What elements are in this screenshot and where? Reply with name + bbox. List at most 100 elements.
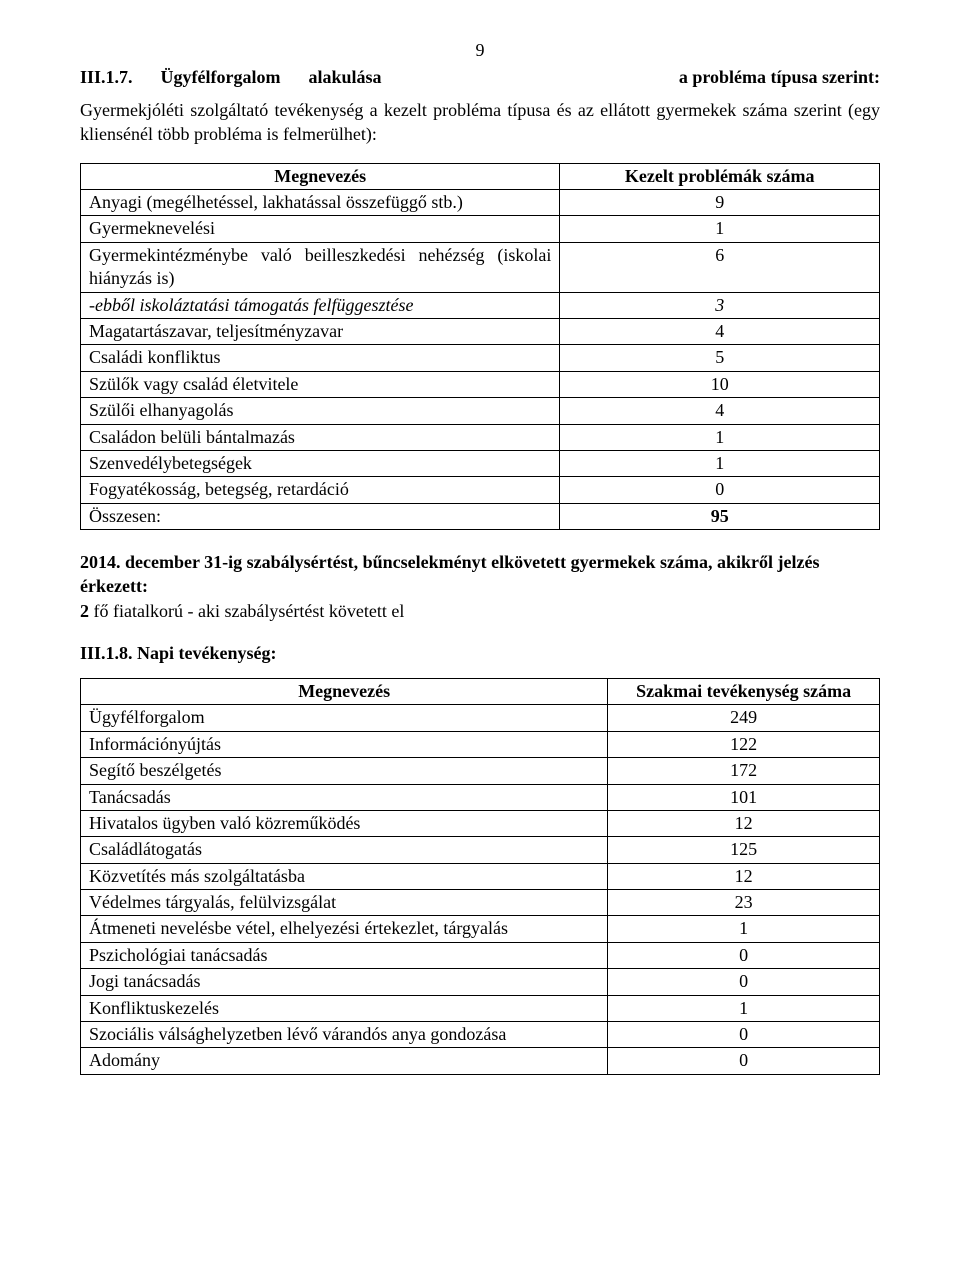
table-row: Anyagi (megélhetéssel, lakhatással össze…: [81, 189, 880, 215]
table-cell-value: 1: [560, 216, 880, 242]
table-row: Magatartászavar, teljesítményzavar4: [81, 318, 880, 344]
table-cell-label: Védelmes tárgyalás, felülvizsgálat: [81, 890, 608, 916]
table-cell-value: 0: [560, 477, 880, 503]
table-cell-value: 12: [608, 810, 880, 836]
table-row: Jogi tanácsadás0: [81, 969, 880, 995]
table-row: Tanácsadás101: [81, 784, 880, 810]
table-cell-label: Átmeneti nevelésbe vétel, elhelyezési ér…: [81, 916, 608, 942]
table-cell-label: Szülők vagy család életvitele: [81, 371, 560, 397]
table-cell-label: Jogi tanácsadás: [81, 969, 608, 995]
table-activities: Megnevezés Szakmai tevékenység száma Ügy…: [80, 678, 880, 1075]
table-cell-value: 5: [560, 345, 880, 371]
table-cell-value: 122: [608, 731, 880, 757]
table-cell-value: 1: [608, 995, 880, 1021]
table-row: Családon belüli bántalmazás1: [81, 424, 880, 450]
table-cell-label: Közvetítés más szolgáltatásba: [81, 863, 608, 889]
table-cell-value: 3: [560, 292, 880, 318]
section1-heading: III.1.7. Ügyfélforgalom alakulása a problé…: [80, 67, 880, 88]
table-cell-value: 0: [608, 969, 880, 995]
table-problems: Megnevezés Kezelt problémák száma Anyagi…: [80, 163, 880, 530]
table-row: Összesen:95: [81, 503, 880, 529]
table-cell-value: 0: [608, 1048, 880, 1074]
table-col2-header: Kezelt problémák száma: [560, 163, 880, 189]
table-cell-label: Szociális válsághelyzetben lévő várandós…: [81, 1022, 608, 1048]
page: 9 III.1.7. Ügyfélforgalom alakulása a prob…: [0, 0, 960, 1287]
table-cell-label: Információnyújtás: [81, 731, 608, 757]
section2-heading: III.1.8. Napi tevékenység:: [80, 643, 880, 664]
table-cell-value: 1: [560, 424, 880, 450]
table-cell-value: 172: [608, 758, 880, 784]
table-cell-value: 1: [608, 916, 880, 942]
table-cell-label: Adomány: [81, 1048, 608, 1074]
table-col1-header: Megnevezés: [81, 163, 560, 189]
table-cell-value: 10: [560, 371, 880, 397]
table-row: Hivatalos ügyben való közreműködés12: [81, 810, 880, 836]
table-row: Konfliktuskezelés1: [81, 995, 880, 1021]
table-cell-value: 95: [560, 503, 880, 529]
table-cell-value: 0: [608, 942, 880, 968]
table-row: Családi konfliktus5: [81, 345, 880, 371]
table-cell-value: 249: [608, 705, 880, 731]
section1-code: III.1.7.: [80, 67, 133, 87]
table-cell-label: Hivatalos ügyben való közreműködés: [81, 810, 608, 836]
table-row: -ebből iskoláztatási támogatás felfügges…: [81, 292, 880, 318]
table-cell-label: Családon belüli bántalmazás: [81, 424, 560, 450]
mid-note-rest: fő fiatalkorú - aki szabálysértést követ…: [89, 601, 404, 621]
table-row: Közvetítés más szolgáltatásba12: [81, 863, 880, 889]
table-cell-label: Magatartászavar, teljesítményzavar: [81, 318, 560, 344]
table-cell-label: Családlátogatás: [81, 837, 608, 863]
table-cell-label: Szülői elhanyagolás: [81, 398, 560, 424]
section1-title-left: Ügyfélforgalom: [161, 67, 281, 87]
section2-code: III.1.8.: [80, 643, 133, 663]
table-row: Gyermekintézménybe való beilleszkedési n…: [81, 242, 880, 292]
table-cell-value: 4: [560, 318, 880, 344]
table-row: Információnyújtás122: [81, 731, 880, 757]
section1-title-mid: alakulása: [308, 67, 381, 87]
table-cell-label: Családi konfliktus: [81, 345, 560, 371]
section1-intro: Gyermekjóléti szolgáltató tevékenység a …: [80, 98, 880, 147]
table-row: Segítő beszélgetés172: [81, 758, 880, 784]
table-row: Szenvedélybetegségek1: [81, 450, 880, 476]
mid-note-count: 2: [80, 601, 89, 621]
table-cell-label: Pszichológiai tanácsadás: [81, 942, 608, 968]
table2-col1-header: Megnevezés: [81, 678, 608, 704]
page-number: 9: [80, 40, 880, 61]
table-cell-label: Tanácsadás: [81, 784, 608, 810]
table-row: Védelmes tárgyalás, felülvizsgálat23: [81, 890, 880, 916]
table-cell-label: Gyermekintézménybe való beilleszkedési n…: [81, 242, 560, 292]
table-cell-value: 9: [560, 189, 880, 215]
table-cell-value: 23: [608, 890, 880, 916]
table-cell-label: Anyagi (megélhetéssel, lakhatással össze…: [81, 189, 560, 215]
table2-col2-header: Szakmai tevékenység száma: [608, 678, 880, 704]
section2-title: Napi tevékenység:: [137, 643, 276, 663]
table-row: Fogyatékosság, betegség, retardáció0: [81, 477, 880, 503]
table-cell-value: 101: [608, 784, 880, 810]
table-cell-label: Összesen:: [81, 503, 560, 529]
table-cell-label: Segítő beszélgetés: [81, 758, 608, 784]
table-cell-label: Konfliktuskezelés: [81, 995, 608, 1021]
table-cell-label: Szenvedélybetegségek: [81, 450, 560, 476]
table-row: Átmeneti nevelésbe vétel, elhelyezési ér…: [81, 916, 880, 942]
mid-note: 2014. december 31-ig szabálysértést, bűn…: [80, 550, 880, 623]
table-header-row: Megnevezés Kezelt problémák száma: [81, 163, 880, 189]
table-row: Szülők vagy család életvitele10: [81, 371, 880, 397]
table-cell-label: Ügyfélforgalom: [81, 705, 608, 731]
table-cell-label: Gyermeknevelési: [81, 216, 560, 242]
table-cell-label: -ebből iskoláztatási támogatás felfügges…: [81, 292, 560, 318]
table-row: Adomány0: [81, 1048, 880, 1074]
table-cell-value: 1: [560, 450, 880, 476]
table-row: Szülői elhanyagolás4: [81, 398, 880, 424]
table-cell-label: Fogyatékosság, betegség, retardáció: [81, 477, 560, 503]
table-row: Szociális válsághelyzetben lévő várandós…: [81, 1022, 880, 1048]
mid-note-bold: 2014. december 31-ig szabálysértést, bűn…: [80, 552, 820, 596]
table-cell-value: 4: [560, 398, 880, 424]
table-header-row: Megnevezés Szakmai tevékenység száma: [81, 678, 880, 704]
table-cell-value: 0: [608, 1022, 880, 1048]
table-cell-value: 6: [560, 242, 880, 292]
table-cell-value: 125: [608, 837, 880, 863]
section1-title-right: a probléma típusa szerint: [679, 67, 874, 87]
table-cell-value: 12: [608, 863, 880, 889]
table-row: Családlátogatás125: [81, 837, 880, 863]
table-row: Pszichológiai tanácsadás0: [81, 942, 880, 968]
table-row: Gyermeknevelési1: [81, 216, 880, 242]
